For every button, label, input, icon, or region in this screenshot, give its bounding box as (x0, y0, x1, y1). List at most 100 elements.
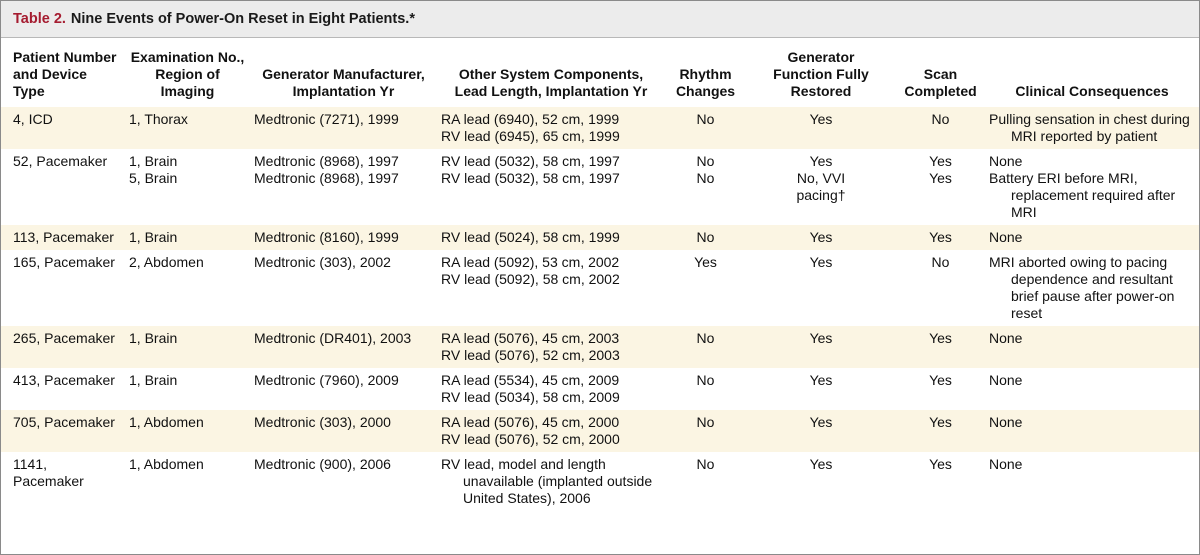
cell-patient: 52, Pacemaker (13, 153, 108, 169)
cell-line: Yes (809, 456, 833, 472)
cell-line: RV lead (5076), 52 cm, 2000 (441, 431, 620, 447)
cell-line: 1, Brain (129, 229, 178, 245)
cell-line: Medtronic (303), 2002 (254, 254, 391, 270)
cell-line: Yes (929, 170, 952, 186)
cell-consequences: Pulling sensation in chest during MRI re… (985, 107, 1199, 149)
table-row: 705, Pacemaker 1, Abdomen Medtronic (303),… (1, 410, 1199, 452)
cell-line: Yes (929, 229, 952, 245)
cell-line: No (696, 153, 715, 169)
cell-scan: Yes (896, 452, 985, 511)
cell-consequences: None (985, 452, 1199, 511)
column-header-line: Generator (787, 49, 855, 65)
cell-line: No, VVI (796, 170, 846, 186)
cell-consequences: None (985, 326, 1199, 368)
table-body: 4, ICD 1, Thorax Medtronic (7271), 1999 RA … (1, 107, 1199, 511)
table-title: Nine Events of Power-On Reset in Eight P… (70, 11, 415, 27)
cell-patient: 165, Pacemaker (13, 254, 115, 270)
cell-line: RA lead (6940), 52 cm, 1999 (441, 111, 620, 127)
cell-restored: Yes (746, 326, 896, 368)
table-label: Table 2. (13, 11, 66, 27)
cell-line: None (989, 414, 1023, 430)
cell-line: RV lead (6945), 65 cm, 1999 (441, 128, 620, 144)
cell-restored: Yes (746, 107, 896, 149)
cell-line: None (989, 372, 1023, 388)
cell-components: RA lead (5534), 45 cm, 2009 RV lead (5034… (437, 368, 665, 410)
cell-patient: 4, ICD (13, 111, 53, 127)
column-header-restored: Generator Function Fully Restored (746, 38, 896, 107)
cell-line: 1, Abdomen (129, 456, 204, 472)
cell-line: None (989, 229, 1023, 245)
cell-line: No (696, 456, 715, 472)
cell-line: Medtronic (8160), 1999 (254, 229, 399, 245)
cell-scan: Yes (896, 326, 985, 368)
power-on-reset-table: Patient Number and Device Type Examination… (1, 38, 1199, 511)
column-header-line: Rhythm (679, 66, 732, 82)
cell-line: No (696, 229, 715, 245)
column-header-line: Scan (923, 66, 958, 82)
cell-line: RV lead (5034), 58 cm, 2009 (441, 389, 620, 405)
cell-generator: Medtronic (7271), 1999 (250, 107, 437, 149)
cell-line: 1, Brain (129, 153, 178, 169)
cell-scan: No (896, 250, 985, 326)
cell-line: Yes (809, 414, 833, 430)
cell-line: 1, Thorax (129, 111, 188, 127)
cell-line: Pulling sensation in chest during MRI re… (989, 111, 1190, 144)
cell-line: No (696, 170, 715, 186)
cell-line: MRI aborted owing to pacing dependence a… (989, 254, 1175, 321)
cell-restored: Yes (746, 452, 896, 511)
cell-exam: 1, Brain (125, 225, 250, 250)
table-title-bar: Table 2. Nine Events of Power-On Reset i… (1, 1, 1199, 38)
cell-line: RA lead (5092), 53 cm, 2002 (441, 254, 620, 270)
cell-line: Yes (809, 330, 833, 346)
cell-line: Medtronic (DR401), 2003 (254, 330, 412, 346)
cell-line: Yes (929, 456, 952, 472)
cell-consequences: MRI aborted owing to pacing dependence a… (985, 250, 1199, 326)
table-row: 265, Pacemaker 1, Brain Medtronic (DR401),… (1, 326, 1199, 368)
cell-line: Yes (809, 372, 833, 388)
cell-line: Yes (809, 111, 833, 127)
column-header-scan: Scan Completed (896, 38, 985, 107)
cell-generator: Medtronic (8160), 1999 (250, 225, 437, 250)
table-row: 413, Pacemaker 1, Brain Medtronic (7960), … (1, 368, 1199, 410)
cell-line: No (696, 330, 715, 346)
cell-exam: 1, Abdomen (125, 410, 250, 452)
cell-generator: Medtronic (7960), 2009 (250, 368, 437, 410)
cell-line: Yes (694, 254, 717, 270)
cell-line: None (989, 456, 1023, 472)
cell-patient: 113, Pacemaker (13, 229, 114, 245)
cell-scan: Yes (896, 410, 985, 452)
table-row: 4, ICD 1, Thorax Medtronic (7271), 1999 RA … (1, 107, 1199, 149)
cell-rhythm: No (665, 326, 746, 368)
cell-exam: 1, Brain (125, 368, 250, 410)
cell-patient: 1141, Pacemaker (13, 456, 84, 489)
cell-line: Medtronic (8968), 1997 (254, 153, 399, 169)
cell-line: Yes (929, 330, 952, 346)
cell-line: No (931, 254, 950, 270)
column-header-line: Completed (904, 83, 977, 99)
column-header-line: and Device Type (13, 66, 87, 99)
cell-components: RV lead, model and length unavailable (i… (437, 452, 665, 511)
cell-line: 1, Abdomen (129, 414, 204, 430)
cell-line: Medtronic (7271), 1999 (254, 111, 399, 127)
cell-rhythm: No (665, 107, 746, 149)
table-row: 165, Pacemaker 2, Abdomen Medtronic (303),… (1, 250, 1199, 326)
column-header-line: Generator Manufacturer, (262, 66, 425, 82)
cell-generator: Medtronic (303), 2002 (250, 250, 437, 326)
cell-exam: 2, Abdomen (125, 250, 250, 326)
cell-consequences: None (985, 368, 1199, 410)
cell-rhythm: No (665, 452, 746, 511)
cell-generator: Medtronic (8968), 1997 Medtronic (8968), … (250, 149, 437, 225)
cell-line: Battery ERI before MRI, replacement requ… (989, 170, 1176, 220)
column-header-line: Examination No., (130, 49, 245, 65)
cell-line: RV lead, model and length unavailable (i… (441, 456, 653, 506)
cell-line: 1, Brain (129, 372, 178, 388)
cell-line: RV lead (5024), 58 cm, 1999 (441, 229, 620, 245)
cell-components: RA lead (5092), 53 cm, 2002 RV lead (5092… (437, 250, 665, 326)
cell-rhythm: No (665, 368, 746, 410)
column-header-exam: Examination No., Region of Imaging (125, 38, 250, 107)
cell-line: None (989, 330, 1023, 346)
cell-line: Medtronic (900), 2006 (254, 456, 391, 472)
cell-consequences: None (985, 225, 1199, 250)
cell-line: Yes (809, 254, 833, 270)
